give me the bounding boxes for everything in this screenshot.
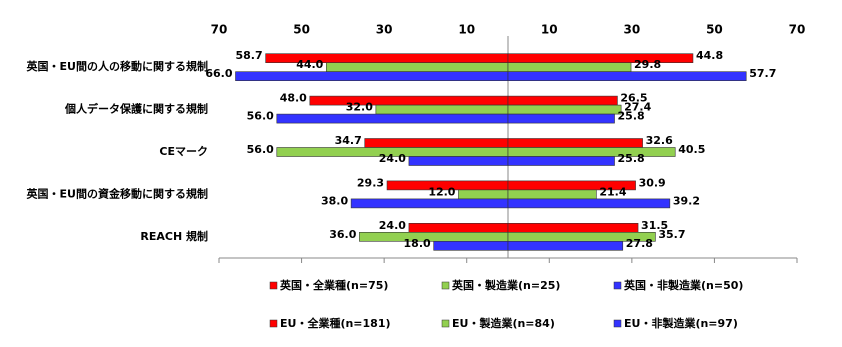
x-tick-label: 70 [789, 23, 806, 37]
x-tick-label: 10 [541, 23, 558, 37]
bar [350, 198, 509, 209]
value-label: 25.8 [618, 152, 645, 165]
legend-label: EU・非製造業(n=97) [624, 316, 738, 330]
value-label: 66.0 [205, 67, 232, 80]
legend-label: 英国・全業種(n=75) [279, 278, 388, 292]
x-tick-label: 70 [211, 23, 228, 37]
value-label: 29.3 [357, 176, 384, 189]
bar [408, 156, 509, 166]
legend-swatch [441, 281, 450, 290]
category-label: CEマーク [159, 145, 208, 158]
legend-label: EU・全業種(n=181) [280, 316, 391, 330]
x-tick-label: 50 [293, 23, 310, 37]
value-label: 57.7 [749, 67, 776, 80]
value-label: 21.4 [599, 185, 626, 198]
legend-swatch [269, 281, 278, 290]
bar [507, 156, 615, 166]
bar [326, 62, 509, 73]
value-label: 24.0 [379, 152, 406, 165]
value-label: 56.0 [247, 143, 274, 156]
legend-label: 英国・製造業(n=25) [451, 278, 560, 292]
bar [507, 113, 615, 124]
value-label: 58.7 [236, 49, 263, 62]
legend-swatch [441, 319, 450, 328]
x-tick-label: 30 [624, 23, 641, 37]
bar [408, 223, 509, 233]
bar [507, 62, 632, 73]
legend-swatch [613, 319, 622, 328]
value-label: 30.9 [639, 176, 666, 189]
bar [507, 147, 676, 157]
bar [507, 189, 597, 200]
value-label: 26.5 [620, 92, 647, 105]
bar [309, 95, 509, 106]
bar [507, 71, 747, 81]
bar [507, 104, 622, 115]
bar [433, 241, 509, 251]
x-tick-label: 30 [376, 23, 393, 37]
value-label: 29.8 [634, 58, 661, 71]
value-label: 27.4 [624, 101, 651, 114]
value-label: 32.6 [646, 134, 673, 147]
bar [507, 223, 639, 233]
value-label: 39.2 [673, 194, 700, 207]
value-label: 48.0 [280, 92, 307, 105]
x-tick-label: 10 [458, 23, 475, 37]
legend-label: EU・製造業(n=84) [452, 316, 555, 330]
bar [276, 113, 509, 124]
bar [507, 95, 618, 106]
bar [458, 189, 509, 200]
x-tick-label: 50 [706, 23, 723, 37]
legend-swatch [613, 281, 622, 290]
value-label: 18.0 [404, 237, 431, 250]
category-label: 英国・EU間の資金移動に関する規制 [26, 186, 208, 200]
value-label: 24.0 [379, 219, 406, 232]
category-label: 個人データ保護に関する規制 [64, 102, 208, 116]
value-label: 34.7 [335, 134, 362, 147]
bar [507, 138, 643, 148]
bar [507, 241, 624, 251]
value-label: 31.5 [641, 219, 668, 232]
bar [235, 71, 509, 81]
bar [507, 53, 694, 64]
bar [507, 198, 671, 209]
value-label: 25.8 [618, 110, 645, 123]
legend-swatch [269, 319, 278, 328]
category-label: 英国・EU間の人の移動に関する規制 [26, 59, 208, 73]
value-label: 36.0 [329, 228, 356, 241]
value-label: 32.0 [346, 101, 373, 114]
value-label: 27.8 [626, 237, 653, 250]
value-label: 35.7 [658, 228, 685, 241]
legend-label: 英国・非製造業(n=50) [623, 278, 743, 292]
value-label: 38.0 [321, 194, 348, 207]
bar [375, 104, 509, 115]
value-label: 40.5 [678, 143, 705, 156]
category-label: REACH 規制 [140, 229, 208, 243]
value-label: 44.0 [296, 58, 323, 71]
value-label: 12.0 [428, 185, 455, 198]
value-label: 44.8 [696, 49, 723, 62]
value-label: 56.0 [247, 110, 274, 123]
bar [364, 138, 509, 148]
bar [359, 232, 509, 242]
